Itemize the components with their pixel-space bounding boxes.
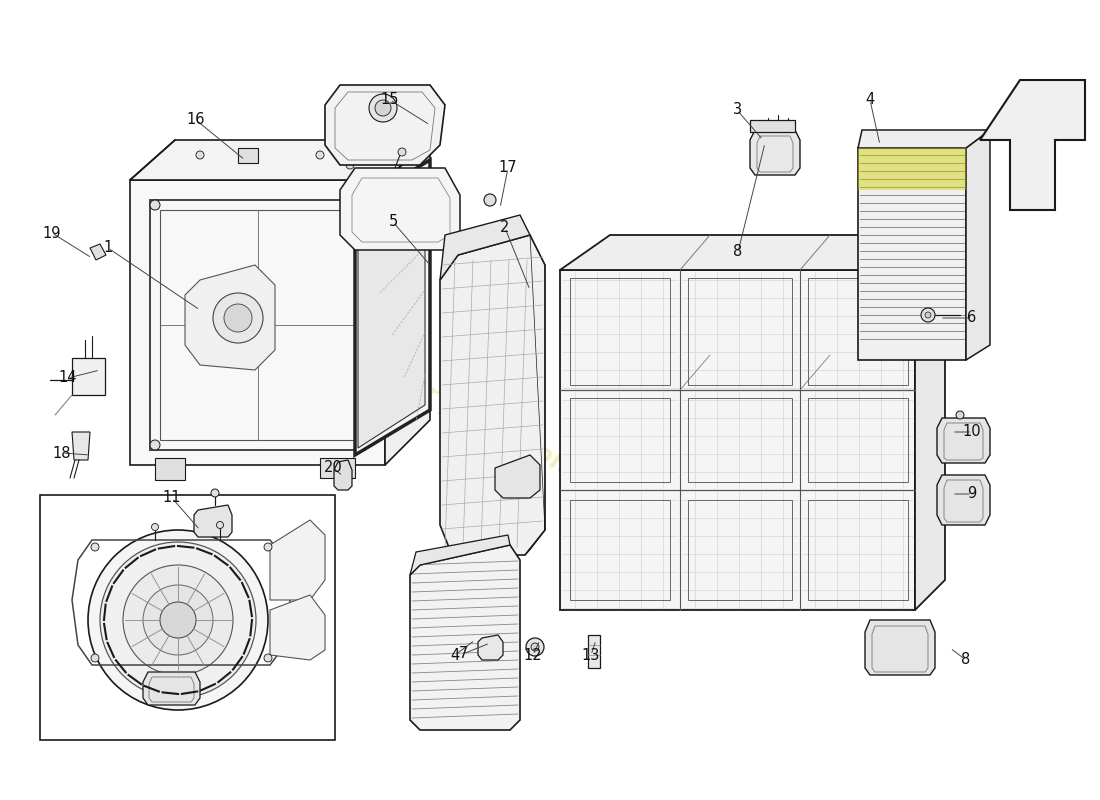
Text: 5: 5	[388, 214, 397, 230]
Polygon shape	[560, 235, 945, 270]
Circle shape	[264, 543, 272, 551]
Polygon shape	[410, 535, 510, 575]
Circle shape	[355, 440, 365, 450]
Text: 20: 20	[323, 461, 342, 475]
Circle shape	[375, 100, 390, 116]
Polygon shape	[410, 545, 520, 730]
Circle shape	[531, 643, 539, 651]
Polygon shape	[750, 120, 795, 132]
Polygon shape	[980, 80, 1085, 210]
Polygon shape	[588, 635, 600, 668]
Text: 19: 19	[43, 226, 62, 241]
Polygon shape	[915, 235, 945, 610]
Polygon shape	[966, 130, 990, 360]
Text: a passion for parts.com: a passion for parts.com	[258, 296, 581, 484]
Text: 12: 12	[524, 647, 542, 662]
Text: 13: 13	[582, 647, 601, 662]
Polygon shape	[130, 140, 430, 180]
Bar	[40, 495, 336, 740]
Text: 8: 8	[734, 245, 742, 259]
Text: 2: 2	[500, 221, 509, 235]
Circle shape	[211, 489, 219, 497]
Polygon shape	[865, 620, 935, 675]
Polygon shape	[270, 595, 324, 660]
Polygon shape	[334, 460, 352, 490]
Polygon shape	[858, 148, 966, 360]
Circle shape	[213, 293, 263, 343]
Text: 17: 17	[498, 161, 517, 175]
Text: 14: 14	[58, 370, 77, 386]
Text: 4: 4	[866, 93, 874, 107]
Polygon shape	[440, 235, 544, 555]
Polygon shape	[324, 85, 446, 165]
Text: 55: 55	[836, 272, 965, 388]
Text: 9: 9	[967, 486, 977, 502]
Circle shape	[150, 200, 160, 210]
Circle shape	[398, 148, 406, 156]
Circle shape	[526, 638, 544, 656]
Circle shape	[100, 542, 256, 698]
Polygon shape	[610, 235, 878, 285]
Polygon shape	[130, 180, 385, 465]
Circle shape	[217, 522, 223, 529]
Circle shape	[224, 304, 252, 332]
Text: 6: 6	[967, 310, 977, 326]
Text: 4: 4	[450, 647, 460, 662]
Text: 1: 1	[103, 241, 112, 255]
Circle shape	[88, 530, 268, 710]
Text: 7: 7	[459, 646, 468, 662]
Polygon shape	[90, 244, 106, 260]
Polygon shape	[185, 265, 275, 370]
Circle shape	[152, 523, 158, 530]
Polygon shape	[155, 458, 185, 480]
Polygon shape	[750, 130, 800, 175]
Polygon shape	[72, 432, 90, 460]
Polygon shape	[937, 418, 990, 463]
Polygon shape	[72, 358, 104, 395]
Polygon shape	[320, 458, 355, 478]
Circle shape	[196, 151, 204, 159]
Circle shape	[316, 151, 324, 159]
Polygon shape	[495, 455, 540, 498]
Text: 8: 8	[961, 653, 970, 667]
Text: 11: 11	[163, 490, 182, 506]
Circle shape	[346, 161, 354, 169]
Text: 15: 15	[381, 93, 399, 107]
Polygon shape	[340, 168, 460, 250]
Polygon shape	[358, 170, 425, 448]
Polygon shape	[385, 140, 430, 465]
Circle shape	[150, 440, 160, 450]
Polygon shape	[238, 148, 258, 163]
Text: 18: 18	[53, 446, 72, 461]
Circle shape	[355, 200, 365, 210]
Circle shape	[91, 543, 99, 551]
Text: 3: 3	[733, 102, 741, 118]
Circle shape	[143, 585, 213, 655]
Polygon shape	[194, 505, 232, 537]
Text: 10: 10	[962, 425, 981, 439]
Circle shape	[160, 602, 196, 638]
Circle shape	[925, 312, 931, 318]
Circle shape	[91, 654, 99, 662]
Circle shape	[368, 94, 397, 122]
Polygon shape	[270, 520, 324, 600]
Circle shape	[123, 565, 233, 675]
Polygon shape	[858, 148, 966, 190]
Polygon shape	[860, 150, 960, 195]
Polygon shape	[560, 270, 915, 610]
Circle shape	[921, 308, 935, 322]
Circle shape	[484, 194, 496, 206]
Circle shape	[956, 411, 964, 419]
Polygon shape	[858, 130, 990, 148]
Circle shape	[264, 654, 272, 662]
Polygon shape	[440, 215, 530, 280]
Polygon shape	[143, 672, 200, 705]
Polygon shape	[355, 160, 430, 455]
Polygon shape	[937, 475, 990, 525]
Text: 16: 16	[187, 113, 206, 127]
Polygon shape	[478, 635, 503, 660]
